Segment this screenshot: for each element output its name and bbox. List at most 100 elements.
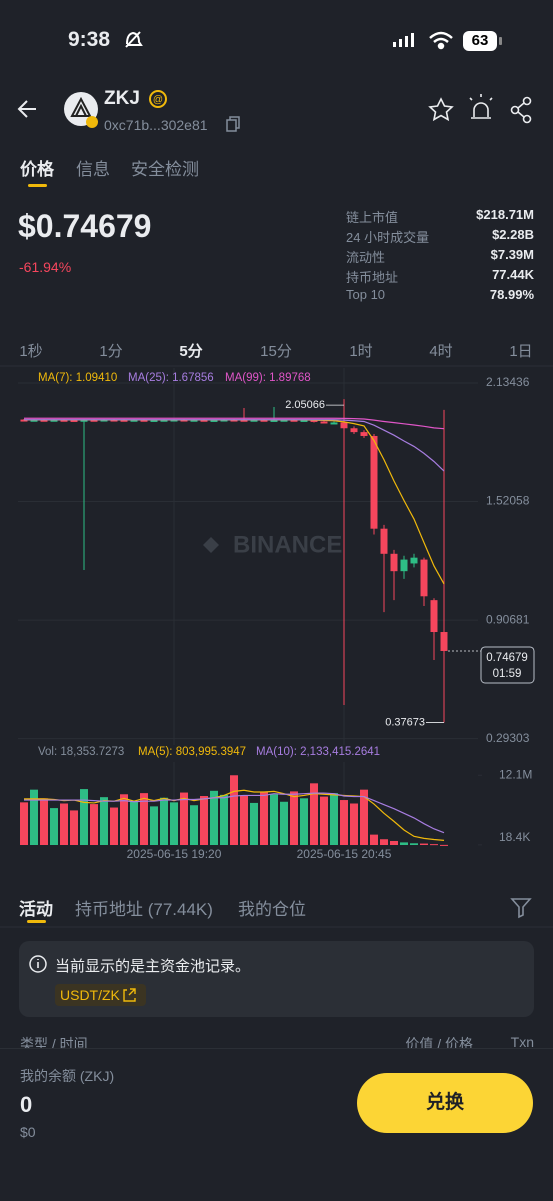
- pair-link[interactable]: USDT/ZK: [60, 987, 120, 1003]
- x-tick-label: 2025-06-15 19:20: [127, 847, 222, 861]
- candle-body: [270, 419, 278, 422]
- volume-bar: [190, 805, 198, 845]
- swap-button[interactable]: 兑换: [357, 1073, 533, 1133]
- volume-ma-line: [24, 789, 445, 841]
- candle-body: [120, 419, 128, 422]
- volume-bar: [380, 839, 388, 845]
- footer: 我的余额 (ZKJ) 0 $0 兑换: [0, 1048, 553, 1201]
- stat-value: 77.44K: [492, 267, 534, 282]
- favorite-button[interactable]: [428, 97, 454, 122]
- volume-bar: [120, 794, 128, 845]
- candle-body: [110, 419, 118, 422]
- volume-bar: [420, 843, 428, 845]
- candle-body: [40, 419, 48, 422]
- volume-bar: [390, 840, 398, 845]
- candle-body: [230, 419, 238, 422]
- candle-body: [170, 419, 178, 422]
- current-price-label: 0.74679: [486, 652, 528, 664]
- candle-body: [20, 419, 28, 422]
- stat-value: $2.28B: [492, 227, 534, 242]
- interval-tab[interactable]: 5分: [179, 343, 203, 360]
- interval-tab[interactable]: 1日: [509, 343, 533, 360]
- stat-value: $7.39M: [490, 247, 534, 262]
- watermark-logo: [203, 537, 219, 553]
- candle-body: [50, 419, 58, 422]
- external-link-icon: [123, 988, 136, 1002]
- pair-chip[interactable]: [55, 984, 146, 1006]
- stat-value: 78.99%: [489, 287, 534, 302]
- candle-body: [70, 419, 78, 422]
- y-tick-label: 1.52058: [486, 494, 530, 508]
- volume-bar: [440, 844, 448, 846]
- volume-bar: [430, 844, 438, 846]
- copy-button[interactable]: [226, 116, 240, 132]
- interval-tab[interactable]: 1分: [99, 343, 123, 360]
- interval-tab[interactable]: 1秒: [19, 343, 43, 360]
- candle-body: [180, 419, 188, 422]
- volume-bar: [260, 791, 268, 845]
- candle-body: [440, 632, 448, 651]
- filter-button[interactable]: [510, 898, 532, 919]
- candle-body: [190, 419, 198, 422]
- status-time: 9:38: [68, 28, 111, 51]
- volume-bar: [290, 791, 298, 845]
- candle-body: [60, 419, 68, 422]
- watermark: BINANCE: [233, 531, 342, 558]
- y2-tick-label: 12.1M: [499, 767, 532, 781]
- volume-bar: [230, 775, 238, 845]
- candle-body: [140, 419, 148, 422]
- high-label: 2.05066: [285, 399, 325, 411]
- notice-box: [19, 941, 534, 1017]
- volume-bar: [40, 798, 48, 845]
- volume-bar: [30, 789, 38, 845]
- balance-usd: $0: [20, 1124, 36, 1140]
- activity-tab[interactable]: 我的仓位: [238, 900, 306, 919]
- share-button[interactable]: [510, 96, 532, 124]
- battery: [463, 31, 497, 51]
- alert-button[interactable]: [469, 94, 493, 119]
- volume-bar: [280, 801, 288, 845]
- tab[interactable]: 信息: [76, 160, 110, 179]
- candle-body: [430, 600, 438, 633]
- volume-bar: [210, 790, 218, 845]
- interval-tab[interactable]: 4时: [429, 343, 453, 360]
- candle-body: [340, 422, 348, 429]
- candle-body: [210, 419, 218, 422]
- interval-tab[interactable]: 15分: [260, 343, 292, 360]
- legend-item: MA(99): 1.89768: [225, 372, 311, 384]
- mute-icon: [125, 31, 143, 48]
- candle-body: [90, 419, 98, 422]
- volume-bar: [400, 842, 408, 845]
- token-address[interactable]: 0xc71b...302e81: [104, 117, 208, 133]
- candle-body: [250, 419, 258, 422]
- volume-bar: [50, 808, 58, 845]
- stat-label: 流动性: [346, 250, 386, 265]
- volume-bar: [80, 789, 88, 845]
- tab[interactable]: 价格: [20, 160, 54, 179]
- signal-icon: [393, 33, 414, 47]
- activity-tab[interactable]: 持币地址 (77.44K): [75, 900, 213, 919]
- volume-bar: [340, 800, 348, 845]
- stat-label: Top 10: [346, 287, 386, 302]
- legend-item: MA(10): 2,133,415.2641: [256, 746, 380, 758]
- candle-body: [310, 419, 318, 422]
- verified-badge-mark: @: [153, 95, 163, 106]
- stat-value: $218.71M: [476, 207, 534, 222]
- candle-body: [200, 419, 208, 422]
- verified-badge: [149, 90, 167, 108]
- x-tick-label: 2025-06-15 20:45: [297, 847, 392, 861]
- activity-tab[interactable]: 活动: [19, 900, 53, 919]
- back-button[interactable]: [17, 100, 36, 118]
- volume-bar: [110, 807, 118, 845]
- tab[interactable]: 安全检测: [131, 160, 199, 179]
- interval-tab[interactable]: 1时: [349, 343, 373, 360]
- legend-item: MA(5): 803,995.3947: [138, 746, 246, 758]
- y-tick-label: 2.13436: [486, 375, 530, 389]
- candle-body: [100, 419, 108, 422]
- candle-body: [390, 553, 398, 572]
- volume-legend: Vol: 18,353.7273: [38, 746, 124, 758]
- candle-body: [350, 428, 358, 433]
- notice-text: 当前显示的是主资金池记录。: [55, 958, 251, 975]
